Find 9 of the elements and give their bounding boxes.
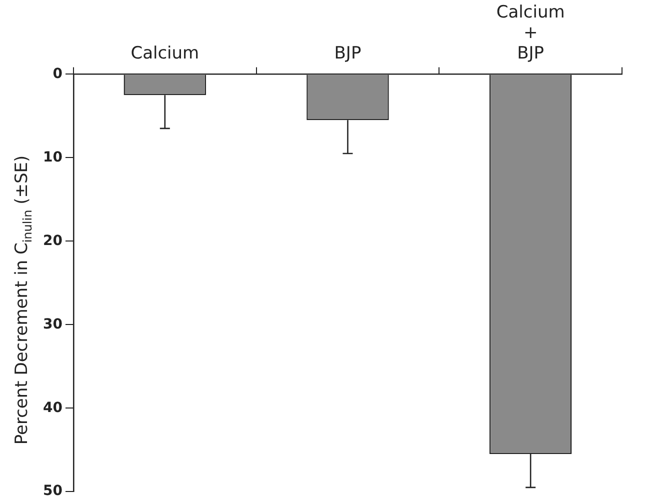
- x-tick-label: Calcium + BJP: [496, 2, 565, 64]
- y-tick-label: 20: [43, 232, 63, 249]
- y-tick-label: 0: [52, 66, 63, 82]
- y-tick-label: 50: [43, 483, 63, 500]
- y-tick-label: 30: [43, 316, 63, 332]
- x-tick-label: BJP: [334, 43, 362, 64]
- x-tick-label: Calcium: [130, 43, 200, 64]
- y-tick-label: 40: [43, 400, 63, 416]
- y-tick-label: 10: [43, 149, 63, 166]
